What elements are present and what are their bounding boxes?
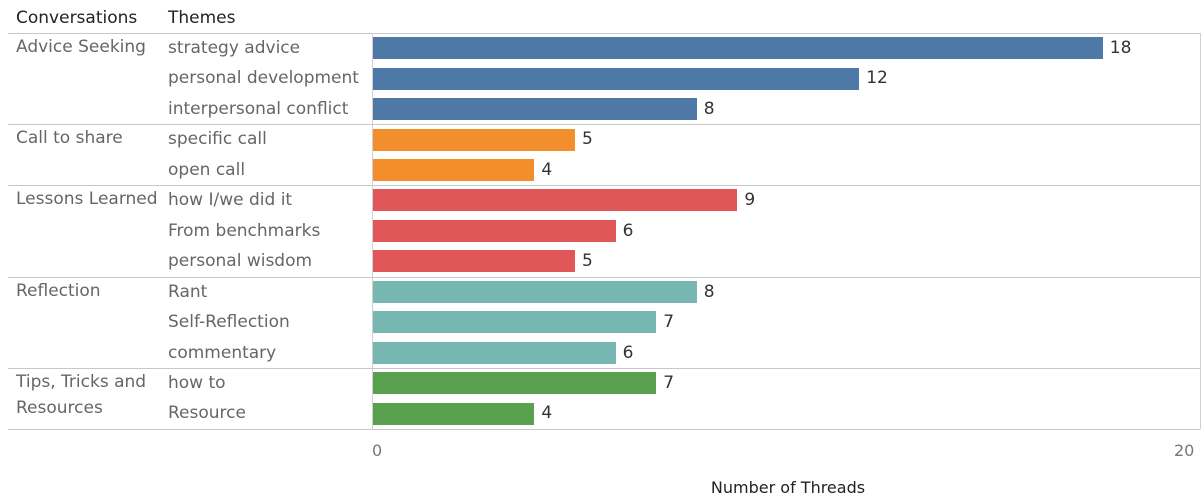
theme-label: interpersonal conflict — [168, 98, 349, 119]
bar-value-label: 8 — [703, 281, 715, 302]
group-separator — [8, 428, 1200, 430]
axis-line — [1200, 33, 1201, 429]
bar — [372, 128, 575, 151]
bar-value-label: 12 — [866, 68, 888, 89]
bar — [372, 250, 575, 273]
theme-label: personal development — [168, 68, 359, 89]
group-separator — [8, 185, 1200, 187]
theme-label: From benchmarks — [168, 220, 321, 241]
bar — [372, 67, 860, 90]
bar-value-label: 7 — [663, 372, 675, 393]
conversation-label: Advice Seeking — [16, 37, 146, 57]
bar-value-label: 7 — [663, 312, 675, 333]
bar-value-label: 5 — [582, 129, 593, 150]
group-separator — [8, 33, 1200, 34]
theme-label: Resource — [168, 403, 246, 424]
bar-value-label: 4 — [541, 403, 553, 424]
theme-label: commentary — [168, 342, 277, 363]
bar — [372, 402, 535, 425]
bar — [372, 37, 1103, 60]
bar — [372, 311, 657, 334]
conversation-label: Tips, Tricks and Resources — [16, 371, 147, 418]
bar-value-label: 4 — [541, 159, 553, 180]
bar-value-label: 18 — [1109, 38, 1132, 58]
bar — [372, 159, 535, 182]
bar — [372, 98, 697, 121]
bar-value-label: 5 — [582, 251, 593, 272]
bar-value-label: 9 — [744, 190, 756, 211]
x-tick-label: 0 — [372, 441, 383, 460]
bar — [372, 341, 616, 364]
bar — [372, 189, 738, 212]
bar-value-label: 6 — [622, 220, 634, 241]
theme-label: how to — [168, 372, 226, 393]
bar — [372, 372, 657, 395]
theme-label: open call — [168, 159, 246, 180]
bar-value-label: 6 — [622, 342, 634, 363]
theme-label: Self-Reflection — [168, 312, 290, 333]
theme-label: strategy advice — [168, 38, 301, 58]
conversation-label: Reflection — [16, 280, 101, 301]
axis-line — [372, 33, 373, 429]
header-themes: Themes — [168, 8, 236, 28]
conversation-label: Call to share — [16, 128, 123, 149]
x-axis-label: Number of Threads — [710, 478, 866, 497]
group-separator — [8, 276, 1200, 278]
theme-label: how I/we did it — [168, 190, 293, 211]
header-conversations: Conversations — [16, 8, 138, 28]
theme-label: personal wisdom — [168, 251, 313, 272]
x-tick-label: 20 — [1174, 441, 1195, 460]
bar-value-label: 8 — [703, 98, 715, 119]
bar — [372, 280, 697, 303]
theme-label: specific call — [168, 129, 267, 150]
bar — [372, 219, 616, 242]
conversation-label: Lessons Learned — [16, 189, 158, 210]
group-separator — [8, 367, 1200, 369]
group-separator — [8, 124, 1200, 126]
theme-label: Rant — [168, 281, 208, 302]
